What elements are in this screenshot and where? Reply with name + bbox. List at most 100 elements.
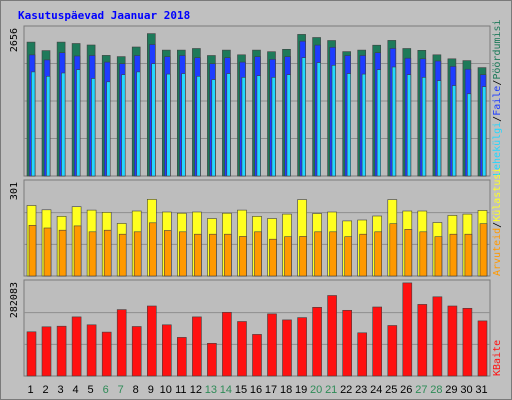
day-label-1: 1: [27, 384, 33, 396]
day-label-17: 17: [265, 384, 277, 396]
bar-bottom-kbaite-11: [177, 337, 187, 377]
bar-middle-arvuteid-22: [344, 236, 353, 277]
day-label-6: 6: [103, 384, 109, 396]
bar-top-lehekülgi-10: [166, 73, 171, 177]
bar-middle-arvuteid-30: [464, 233, 473, 277]
day-label-2: 2: [42, 384, 48, 396]
bar-top-lehekülgi-24: [376, 69, 382, 177]
bar-bottom-kbaite-10: [162, 324, 172, 377]
bar-bottom-kbaite-5: [86, 324, 97, 377]
day-label-13: 13: [205, 384, 217, 396]
legend-item-lehekülgi: Lehekülgi: [492, 122, 503, 176]
day-label-11: 11: [175, 384, 186, 396]
bar-top-lehekülgi-19: [301, 57, 306, 177]
bar-middle-arvuteid-26: [404, 229, 413, 277]
bar-middle-arvuteid-7: [118, 233, 127, 277]
day-label-5: 5: [88, 384, 94, 396]
bar-middle-arvuteid-21: [329, 231, 337, 277]
day-label-18: 18: [280, 384, 292, 396]
bar-bottom-kbaite-22: [342, 309, 353, 377]
bar-bottom-kbaite-17: [267, 313, 277, 377]
legend-bottom: KBaite: [492, 340, 503, 376]
bar-middle-arvuteid-31: [479, 223, 488, 277]
bar-middle-arvuteid-10: [164, 230, 172, 277]
bar-bottom-kbaite-31: [477, 320, 488, 377]
bar-middle-arvuteid-24: [374, 231, 383, 277]
bar-middle-arvuteid-5: [88, 231, 97, 277]
day-label-26: 26: [400, 384, 412, 396]
legends: Lehekülgi/Faile/PöördumisiArvuteid/Külas…: [492, 19, 503, 376]
day-label-31: 31: [475, 384, 487, 396]
day-label-24: 24: [370, 384, 382, 396]
bar-top-lehekülgi-22: [346, 73, 352, 177]
bar-top-lehekülgi-7: [121, 74, 126, 177]
day-label-22: 22: [340, 384, 352, 396]
bar-middle-arvuteid-29: [449, 233, 458, 277]
legend-separator: /: [492, 222, 503, 228]
day-label-10: 10: [160, 384, 172, 396]
bar-top-lehekülgi-4: [76, 69, 81, 177]
day-label-12: 12: [190, 384, 202, 396]
bar-bottom-kbaite-19: [297, 317, 307, 377]
bar-middle-arvuteid-15: [239, 236, 247, 277]
bar-top-lehekülgi-20: [316, 62, 321, 177]
bar-middle-arvuteid-20: [314, 231, 322, 277]
bar-top-lehekülgi-30: [466, 93, 472, 177]
day-label-19: 19: [295, 384, 307, 396]
day-label-20: 20: [310, 384, 322, 396]
day-label-16: 16: [250, 384, 262, 396]
bar-middle-arvuteid-4: [73, 225, 82, 277]
bar-top-lehekülgi-1: [31, 71, 36, 177]
bar-middle-arvuteid-3: [58, 229, 67, 277]
bar-top-lehekülgi-23: [361, 73, 367, 177]
bar-middle-arvuteid-14: [224, 233, 232, 277]
bar-middle-arvuteid-11: [179, 231, 187, 277]
day-label-25: 25: [385, 384, 397, 396]
bar-middle-arvuteid-23: [359, 233, 368, 277]
bar-bottom-kbaite-14: [222, 311, 232, 377]
bar-top-lehekülgi-11: [181, 73, 186, 177]
bar-top-lehekülgi-5: [91, 78, 96, 177]
bar-top-lehekülgi-31: [482, 86, 487, 177]
bar-bottom-kbaite-3: [56, 325, 67, 377]
day-label-28: 28: [430, 384, 442, 396]
bar-bottom-kbaite-15: [237, 321, 247, 377]
bar-bottom-kbaite-18: [282, 319, 292, 377]
y-max-label-top: 2656: [9, 28, 20, 52]
bar-bottom-kbaite-20: [312, 306, 322, 377]
bar-bottom-kbaite-25: [387, 325, 398, 377]
bar-top-lehekülgi-16: [256, 75, 261, 177]
legend-item-arvuteid: Arvuteid: [492, 228, 503, 276]
day-label-23: 23: [355, 384, 367, 396]
legend-middle: Arvuteid/Külastusi: [492, 168, 503, 276]
bar-bottom-kbaite-13: [207, 342, 217, 377]
legend-separator: /: [492, 80, 503, 86]
day-label-4: 4: [73, 384, 79, 396]
bar-bottom-kbaite-24: [372, 306, 383, 377]
bar-bottom-kbaite-27: [417, 304, 428, 377]
bar-top-lehekülgi-2: [46, 76, 51, 177]
bar-middle-arvuteid-13: [209, 233, 217, 277]
bar-bottom-kbaite-2: [41, 326, 52, 377]
bar-bottom-kbaite-9: [147, 305, 157, 377]
bar-top-lehekülgi-27: [421, 77, 427, 177]
day-label-27: 27: [415, 384, 427, 396]
bar-top-lehekülgi-25: [391, 66, 397, 177]
bar-top-lehekülgi-13: [211, 79, 216, 177]
legend-item-külastusi: Külastusi: [492, 168, 503, 222]
bar-middle-arvuteid-17: [269, 238, 277, 277]
bar-top-lehekülgi-21: [331, 65, 336, 177]
bar-middle-arvuteid-6: [103, 229, 112, 277]
bar-top-lehekülgi-18: [286, 74, 291, 177]
bar-middle-arvuteid-8: [133, 231, 142, 277]
bar-bottom-kbaite-30: [462, 307, 473, 377]
bar-bottom-kbaite-1: [26, 331, 37, 377]
y-max-label-middle: 301: [9, 182, 20, 200]
day-label-29: 29: [445, 384, 457, 396]
bar-top-lehekülgi-17: [271, 77, 276, 177]
legend-item-kbaite: KBaite: [492, 340, 503, 376]
bar-middle-arvuteid-27: [419, 231, 428, 277]
bar-middle-arvuteid-25: [389, 223, 398, 277]
day-label-14: 14: [220, 384, 232, 396]
